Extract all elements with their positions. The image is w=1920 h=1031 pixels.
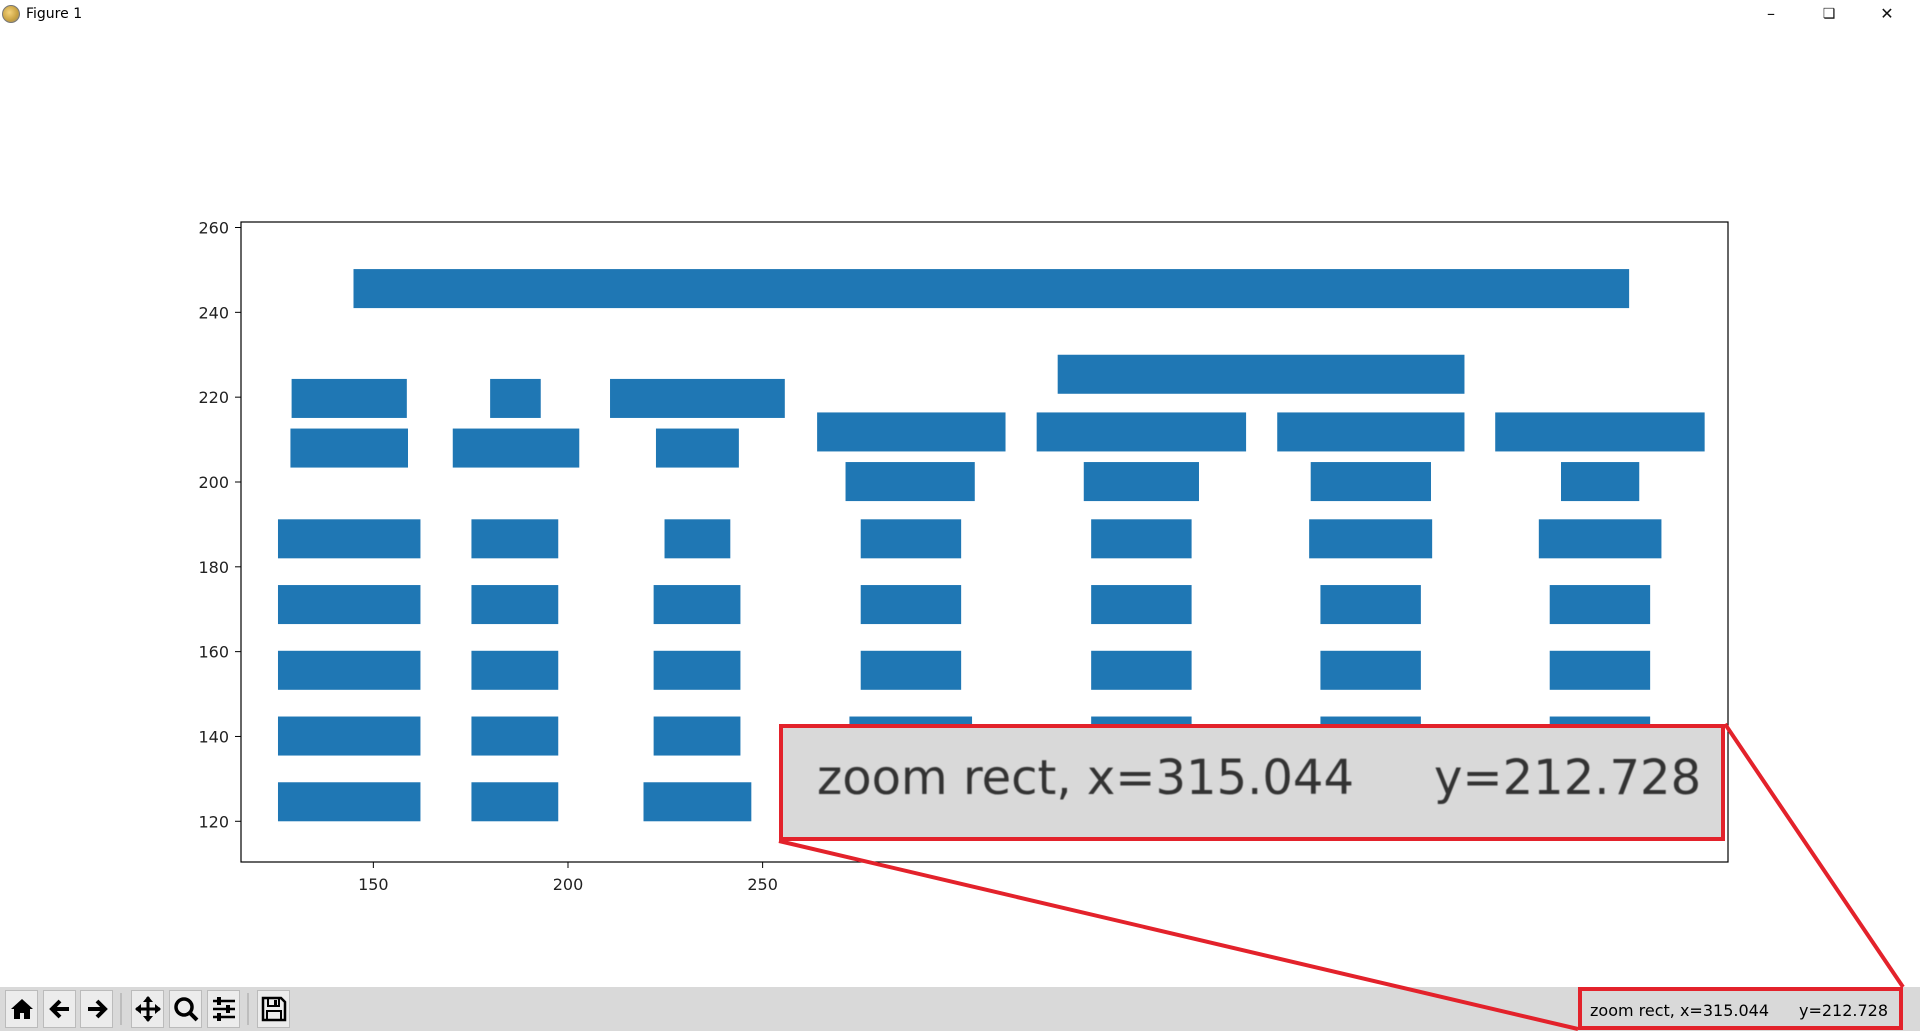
y-tick-label: 200: [198, 473, 229, 492]
arrow-right-icon: [87, 999, 108, 1019]
bar: [1561, 462, 1640, 502]
status-callout-magnified: zoom rect, x=315.044 y=212.728: [779, 724, 1725, 841]
toolbar-separator: [247, 993, 249, 1025]
callout-mode: zoom rect, x=315.044: [817, 750, 1354, 806]
bar: [1549, 585, 1651, 625]
bar: [290, 428, 408, 468]
bar: [1309, 519, 1433, 559]
back-button[interactable]: [43, 990, 76, 1028]
toolbar-separator: [120, 993, 122, 1025]
bar: [653, 716, 741, 756]
bar: [653, 585, 741, 625]
bar: [1036, 412, 1247, 452]
bar: [664, 519, 731, 559]
y-tick-label: 180: [198, 558, 229, 577]
status-y: y=212.728: [1799, 1001, 1889, 1020]
bar: [1320, 585, 1421, 625]
bar: [471, 519, 559, 559]
bar: [1549, 650, 1651, 690]
sliders-icon: [212, 997, 235, 1021]
callout-y: y=212.728: [1434, 750, 1702, 806]
magnifier-icon: [173, 997, 198, 1022]
bar: [471, 782, 559, 822]
bar: [655, 428, 739, 468]
y-tick-label: 120: [198, 812, 229, 831]
bar: [1083, 462, 1199, 502]
bar: [471, 585, 559, 625]
x-tick-label: 150: [358, 875, 389, 894]
window-title: Figure 1: [26, 6, 83, 22]
bar: [1091, 519, 1192, 559]
bar: [1057, 354, 1465, 394]
bar: [277, 519, 421, 559]
bar: [1538, 519, 1662, 559]
bar: [277, 650, 421, 690]
x-tick-label: 200: [553, 875, 584, 894]
status-readout: zoom rect, x=315.044 y=212.728: [1590, 1001, 1888, 1020]
pan-button[interactable]: [131, 990, 164, 1028]
bar: [653, 650, 741, 690]
home-icon: [10, 999, 33, 1019]
app-icon: [2, 5, 20, 23]
y-tick-label: 240: [198, 303, 229, 322]
arrow-left-icon: [48, 999, 69, 1019]
home-button[interactable]: [5, 990, 38, 1028]
save-button[interactable]: [257, 990, 290, 1028]
x-tick-label: 250: [747, 875, 778, 894]
bar: [1091, 585, 1192, 625]
zoom-button[interactable]: [169, 990, 202, 1028]
bar: [353, 269, 1630, 309]
bar: [643, 782, 752, 822]
y-tick-label: 260: [198, 219, 229, 238]
bar: [490, 378, 541, 418]
bar: [817, 412, 1006, 452]
bar: [277, 585, 421, 625]
y-tick-label: 160: [198, 643, 229, 662]
bar: [1495, 412, 1705, 452]
bar: [471, 650, 559, 690]
bar: [860, 585, 962, 625]
move-icon: [134, 996, 161, 1022]
configure-subplots-button[interactable]: [207, 990, 240, 1028]
bar: [845, 462, 975, 502]
bar: [610, 378, 785, 418]
bar: [277, 782, 421, 822]
bar: [1091, 650, 1192, 690]
bar: [1310, 462, 1431, 502]
title-bar: Figure 1 – ❏ ✕: [0, 0, 1920, 30]
bar: [471, 716, 559, 756]
floppy-disk-icon: [261, 996, 286, 1022]
status-mode: zoom rect, x=315.044: [1590, 1001, 1769, 1020]
bar: [1320, 650, 1421, 690]
y-tick-label: 140: [198, 727, 229, 746]
bar: [860, 650, 962, 690]
close-button[interactable]: ✕: [1880, 4, 1894, 23]
minimize-button[interactable]: –: [1767, 4, 1775, 23]
status-highlight-box: [1578, 987, 1903, 1030]
y-tick-label: 220: [198, 388, 229, 407]
bar: [277, 716, 421, 756]
callout-connector-line: [1723, 722, 1905, 989]
forward-button[interactable]: [80, 990, 113, 1028]
bar: [452, 428, 580, 468]
callout-text: zoom rect, x=315.044 y=212.728: [817, 750, 1701, 806]
bar: [291, 378, 407, 418]
bar: [1277, 412, 1465, 452]
bar: [860, 519, 962, 559]
restore-button[interactable]: ❏: [1822, 6, 1836, 22]
